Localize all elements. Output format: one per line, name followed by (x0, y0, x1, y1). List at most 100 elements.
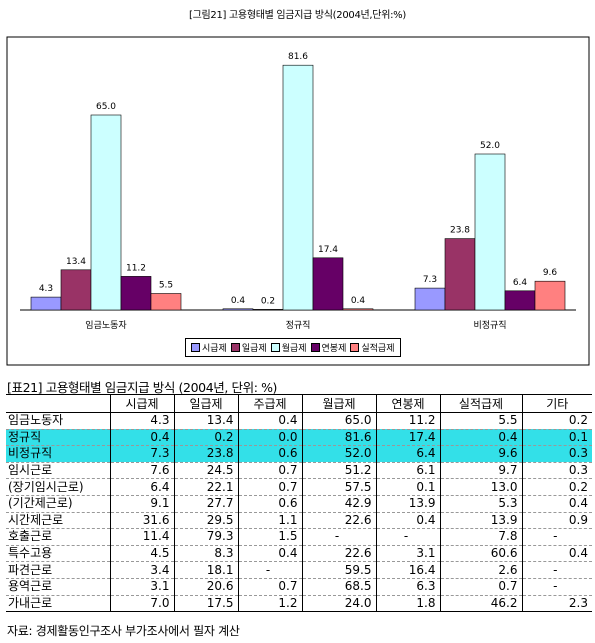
table-cell: 24.5 (173, 462, 238, 480)
bar-2-3 (504, 290, 536, 311)
table-cell: 81.6 (301, 429, 376, 447)
table-cell: 0.1 (521, 429, 592, 447)
bar-label-2-1: 23.8 (450, 226, 470, 236)
table-cell: 0.7 (237, 462, 302, 480)
plot-area-frame (6, 36, 590, 366)
table-cell: 29.5 (173, 512, 238, 530)
table-cell: 17.5 (173, 595, 238, 613)
row-label: 임금노동자 (6, 412, 110, 430)
table-cell: 65.0 (301, 412, 376, 430)
table-cell: 0.4 (521, 495, 592, 513)
bar-label-0-1: 13.4 (66, 257, 86, 267)
table-cell: 24.0 (301, 595, 376, 613)
column-header-1: 시급제 (109, 394, 174, 413)
column-header-5: 연봉제 (375, 394, 440, 413)
table-cell: 1.2 (237, 595, 302, 613)
chart-title: [그림21] 고용형태별 임금지급 방식(2004년,단위:%) (189, 10, 406, 21)
table-cell: 2.6 (439, 561, 522, 579)
table-cell: 1.1 (237, 512, 302, 530)
table-row: 호출근로 11.4 79.3 1.5- -7.8- (6, 528, 592, 546)
table-cell: - (521, 561, 592, 579)
legend-swatch-2 (270, 343, 280, 352)
table-cell: - (375, 528, 440, 546)
table-cell: 5.3 (439, 495, 522, 513)
table-cell: 6.4 (375, 445, 440, 463)
table-cell: 52.0 (301, 445, 376, 463)
column-header-0 (6, 394, 110, 413)
table-cell: 42.9 (301, 495, 376, 513)
table-row: (장기임시근로) 6.4 22.1 0.7 57.5 0.1 13.0 0.2 (6, 478, 592, 496)
legend-swatch-1 (230, 343, 240, 352)
table-cell: 0.0 (237, 429, 302, 447)
bar-chart: 4.3 13.4 65.0 11.2 5.5 임금노동자 0.4 0.2 81.6 17.4 0.4… (6, 36, 590, 366)
row-label: 시간제근로 (6, 512, 110, 530)
bar-2-4 (534, 280, 566, 311)
bar-label-2-4: 9.6 (543, 268, 558, 278)
table-cell: 7.3 (109, 445, 174, 463)
table-cell: - (521, 528, 592, 546)
legend-swatch-0 (191, 343, 200, 352)
bar-label-1-0: 0.4 (231, 296, 246, 306)
category-label-2: 비정규직 (473, 320, 506, 331)
table-cell: 0.2 (521, 478, 592, 496)
table-cell: 0.6 (237, 445, 302, 463)
table-cell: 22.6 (301, 512, 376, 530)
row-label: (기간제근로) (6, 495, 110, 513)
row-label: 정규직 (6, 429, 110, 447)
table-cell: 7.6 (109, 462, 174, 480)
table-cell: 0.4 (237, 412, 302, 430)
table-cell: 0.3 (521, 445, 592, 463)
table-cell: 8.3 (173, 545, 238, 563)
table-cell: 1.5 (237, 528, 302, 546)
legend-swatch-4 (350, 343, 360, 352)
column-header-6: 실적급제 (439, 394, 522, 413)
table-row: 정규직 0.4 0.2 0.0 81.6 17.4 0.4 0.1 (6, 429, 592, 447)
table-cell: 17.4 (375, 429, 440, 447)
table-cell: 7.0 (109, 595, 174, 613)
legend-item-0: 시급제 (191, 341, 227, 354)
legend-swatch-3 (310, 343, 320, 352)
bar-label-2-0: 7.3 (423, 275, 437, 285)
table-cell: 20.6 (173, 578, 238, 596)
column-header-4: 월급제 (301, 394, 376, 413)
table-cell: 0.4 (439, 429, 522, 447)
table-cell: 0.4 (109, 429, 174, 447)
bar-label-0-2: 65.0 (96, 102, 116, 112)
bar-0-4 (150, 293, 182, 311)
table-cell: 13.9 (439, 512, 522, 530)
table-cell: 9.7 (439, 462, 522, 480)
legend-label-1: 일급제 (241, 344, 267, 354)
table-cell: 0.7 (237, 478, 302, 496)
table-row: 파견근로 3.4 18.1-59.5 16.4 2.6- (6, 561, 592, 579)
table-row: (기간제근로) 9.1 27.7 0.6 42.9 13.9 5.3 0.4 (6, 495, 592, 513)
table-cell: 0.2 (173, 429, 238, 447)
legend-item-3: 연봉제 (310, 341, 346, 354)
bar-label-1-2: 81.6 (288, 52, 308, 62)
table-cell: 3.4 (109, 561, 174, 579)
bar-label-1-4: 0.4 (351, 296, 366, 306)
table-cell: 22.1 (173, 478, 238, 496)
bar-label-2-3: 6.4 (513, 278, 528, 288)
table-cell: 4.3 (109, 412, 174, 430)
row-label: 용역근로 (6, 578, 110, 596)
table-cell: 0.2 (521, 412, 592, 430)
table-cell: 9.6 (439, 445, 522, 463)
column-header-7: 기타 (521, 394, 592, 413)
legend-label-2: 월급제 (281, 344, 307, 354)
table-cell: 11.2 (375, 412, 440, 430)
table-cell: 16.4 (375, 561, 440, 579)
table-cell: 51.2 (301, 462, 376, 480)
table-cell: 18.1 (173, 561, 238, 579)
data-table: 시급제 일급제 주급제 월급제 연봉제 실적급제 기타 임금노동자 4.3 13.4 0.4 65.… (6, 394, 592, 613)
table-cell: 0.9 (521, 512, 592, 530)
table-cell: - (521, 578, 592, 596)
bar-2-1 (444, 238, 476, 311)
table-cell: 9.1 (109, 495, 174, 513)
bar-label-1-3: 17.4 (318, 245, 338, 255)
table-cell: 13.0 (439, 478, 522, 496)
bar-label-2-2: 52.0 (480, 141, 500, 151)
table-cell: 0.1 (375, 478, 440, 496)
row-label: 비정규직 (6, 445, 110, 463)
row-label: 호출근로 (6, 528, 110, 546)
table-cell: 7.8 (439, 528, 522, 546)
